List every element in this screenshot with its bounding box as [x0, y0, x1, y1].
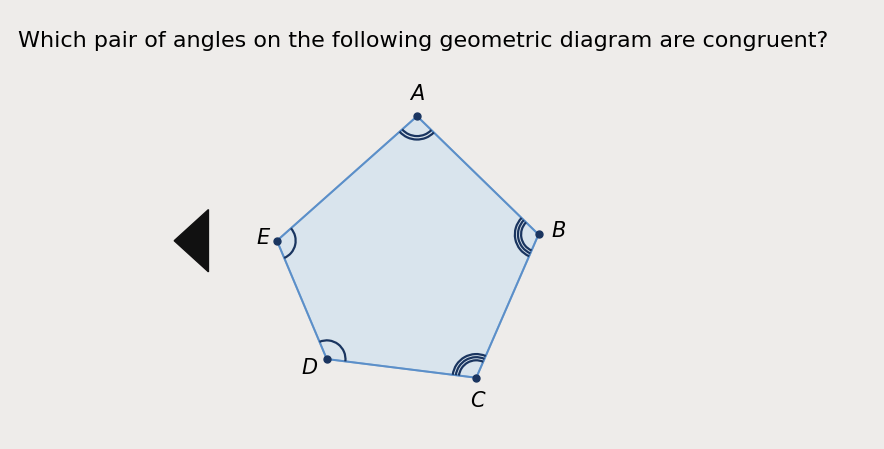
Text: E: E — [256, 228, 270, 247]
Text: A: A — [410, 84, 424, 104]
Text: D: D — [301, 358, 317, 379]
Text: C: C — [470, 392, 484, 411]
Text: Which pair of angles on the following geometric diagram are congruent?: Which pair of angles on the following ge… — [18, 31, 828, 52]
Polygon shape — [277, 116, 538, 378]
Text: B: B — [552, 221, 566, 242]
Polygon shape — [174, 210, 209, 272]
